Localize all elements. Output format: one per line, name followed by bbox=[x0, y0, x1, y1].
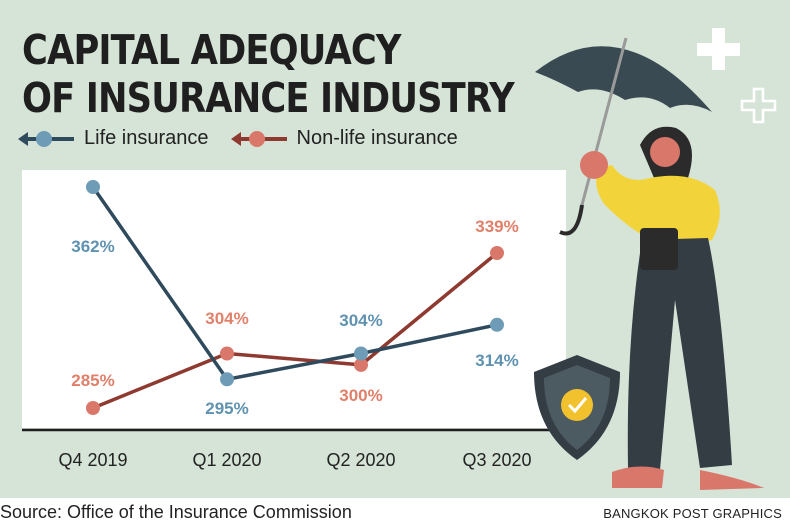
chart: 362% 295% 304% 314% 285% 304% 300% 339% Q4 2019 Q… bbox=[58, 180, 532, 470]
data-point-life-2 bbox=[220, 372, 234, 387]
plus-icon bbox=[697, 28, 740, 70]
data-point-nonlife-1 bbox=[86, 401, 100, 415]
data-point-nonlife-3 bbox=[354, 357, 368, 372]
data-label-nonlife-1: 285% bbox=[71, 371, 114, 390]
x-tick-label-1: Q4 2019 bbox=[58, 450, 127, 470]
data-label-life-3: 304% bbox=[339, 311, 382, 330]
data-point-nonlife-2 bbox=[220, 346, 234, 361]
data-label-life-2: 295% bbox=[205, 399, 248, 418]
x-tick-label-4: Q3 2020 bbox=[462, 450, 531, 470]
legend-swatch-life bbox=[18, 130, 74, 147]
data-point-life-3 bbox=[354, 346, 368, 361]
data-point-life-4 bbox=[490, 317, 504, 332]
plus-outline-icon bbox=[740, 87, 777, 124]
legend-item-nonlife: Non-life insurance bbox=[230, 127, 458, 150]
data-label-life-4: 314% bbox=[475, 351, 518, 370]
source-note: Source: Office of the Insurance Commissi… bbox=[0, 502, 352, 522]
legend-label-nonlife: Non-life insurance bbox=[296, 127, 458, 149]
legend-item-life: Life insurance bbox=[18, 127, 209, 150]
legend-label-life: Life insurance bbox=[84, 127, 209, 149]
x-tick-label-3: Q2 2020 bbox=[326, 450, 395, 470]
data-point-nonlife-4 bbox=[490, 246, 504, 260]
data-label-nonlife-3: 300% bbox=[339, 386, 382, 405]
legend-swatch-nonlife bbox=[230, 130, 287, 147]
chart-title-line-1: CAPITAL ADEQUACY bbox=[22, 26, 401, 74]
data-label-life-1: 362% bbox=[71, 237, 114, 256]
data-label-nonlife-4: 339% bbox=[475, 217, 518, 236]
x-tick-label-2: Q1 2020 bbox=[192, 450, 261, 470]
chart-title-line-2: OF INSURANCE INDUSTRY bbox=[22, 74, 515, 122]
series-line-life bbox=[91, 185, 498, 382]
woman-with-umbrella-illustration bbox=[535, 37, 764, 490]
credit-line: BANGKOK POST GRAPHICS bbox=[603, 506, 782, 521]
data-label-nonlife-2: 304% bbox=[205, 309, 248, 328]
shield-check-icon bbox=[534, 355, 620, 460]
legend: Life insurance Non-life insurance bbox=[18, 127, 484, 150]
series-line-nonlife bbox=[92, 251, 499, 410]
data-point-life-1 bbox=[86, 180, 100, 194]
